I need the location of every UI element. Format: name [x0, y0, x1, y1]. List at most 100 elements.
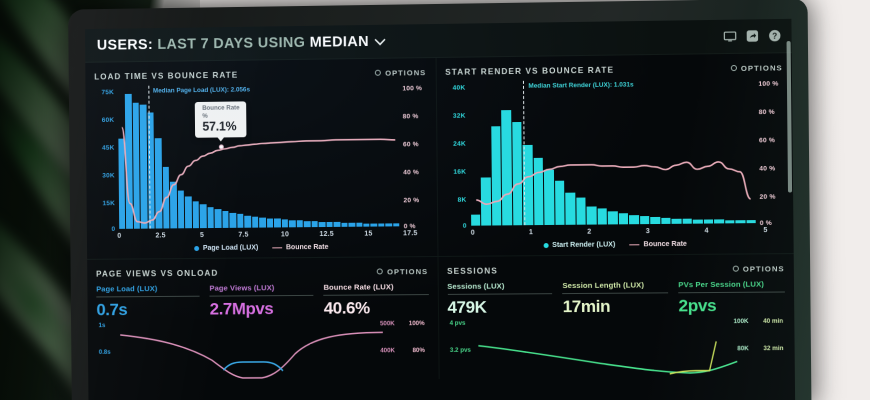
tooltip-label: Bounce Rate [202, 104, 240, 112]
x-tick: 5 [763, 227, 768, 235]
panel-title: SESSIONS [447, 266, 498, 276]
kpi-page-load: Page Load (LUX) 0.7s [96, 284, 200, 320]
x-tick: 0 [470, 229, 475, 237]
mini-y-tick: 0.8s [98, 348, 111, 356]
minichart-sessions: 4 pvs 3.2 pvs 100K 40 min 80K 32 min [448, 317, 786, 375]
mini-y-tick: 3.2 pvs [449, 346, 471, 354]
options-label: OPTIONS [740, 62, 783, 73]
tooltip-value: 57.1% [202, 119, 237, 135]
options-label: OPTIONS [742, 263, 785, 274]
y-tick: 0 [462, 222, 467, 230]
x-tick: 2 [587, 228, 592, 236]
x-tick: 1 [528, 229, 534, 237]
legend-item-start-render[interactable]: Start Render (LUX) [543, 241, 615, 249]
mini-y2-tick: 40 min [763, 317, 784, 325]
kpi-group: Page Load (LUX) 0.7s Page Views (LUX) 2.… [96, 282, 429, 320]
y-tick: 45K [102, 144, 115, 152]
kpi-value: 40.6% [323, 298, 370, 318]
legend-label: Start Render (LUX) [552, 241, 616, 250]
kpi-bounce-rate: Bounce Rate (LUX) 40.6% [324, 282, 429, 319]
mini-line-chart [478, 317, 737, 375]
y2-tick: 20 % [759, 193, 776, 201]
laptop-device: USERS: LAST 7 DAYS USING MEDIAN [68, 0, 812, 400]
y2-tick: 100 % [402, 85, 423, 93]
y2-tick: 60 % [402, 141, 419, 149]
page-title: USERS: LAST 7 DAYS USING MEDIAN [97, 33, 369, 53]
kpi-label: Bounce Rate (LUX) [323, 282, 394, 292]
options-label: OPTIONS [385, 67, 427, 78]
y-tick: 8K [457, 196, 467, 204]
mini-y2-tick: 100% [408, 320, 425, 328]
legend-item-bounce-rate[interactable]: Bounce Rate [629, 241, 687, 249]
page-title-range: LAST 7 DAYS [157, 35, 254, 53]
y2-tick: 60 % [758, 137, 776, 145]
y2-tick: 40 % [759, 165, 776, 173]
x-tick: 2.5 [155, 232, 166, 240]
panel-load-time-vs-bounce-rate: LOAD TIME VS BOUNCE RATE OPTIONS 75K 60K… [85, 58, 437, 259]
bounce-rate-line [469, 80, 755, 226]
kpi-divider [678, 291, 785, 294]
line-path [475, 162, 750, 205]
x-tick: 10 [280, 231, 290, 239]
kpi-label: Session Length (LUX) [562, 280, 645, 291]
y-tick: 60K [101, 116, 115, 124]
kpi-value: 17min [562, 296, 611, 317]
chart-start-render: 40K 32K 24K 16K 8K 0 100 % 80 % 60 % 40 … [445, 75, 784, 251]
session-length-trend-line [669, 341, 716, 373]
laptop-screen: USERS: LAST 7 DAYS USING MEDIAN [84, 18, 796, 400]
gear-icon [732, 265, 739, 272]
page-title-using: USING [257, 34, 306, 51]
monitor-icon[interactable] [723, 30, 736, 43]
svg-text:?: ? [772, 32, 777, 41]
y-tick: 0 [111, 225, 116, 233]
kpi-group: Sessions (LUX) 479K Session Length (LUX)… [447, 279, 785, 318]
legend-label: Bounce Rate [643, 240, 687, 249]
plot-area: Median Page Load (LUX): 2.056s Bounce Ra… [118, 84, 400, 229]
kpi-divider [323, 294, 429, 296]
kpi-value: 479K [447, 297, 487, 317]
share-icon[interactable] [746, 29, 759, 42]
options-button[interactable]: OPTIONS [377, 267, 428, 276]
legend-label: Page Load (LUX) [202, 244, 259, 252]
legend-item-bounce-rate[interactable]: Bounce Rate [272, 244, 328, 251]
tooltip-bounce-rate: Bounce Rate % 57.1% [195, 101, 247, 142]
options-button[interactable]: OPTIONS [375, 68, 426, 78]
kpi-value: 0.7s [96, 300, 128, 320]
mini-y2-tick: 80K [737, 345, 749, 353]
page-title-metric: MEDIAN [309, 33, 370, 51]
pvs-per-session-trend-line [478, 344, 737, 374]
x-tick: 0 [117, 232, 122, 240]
kpi-label: Sessions (LUX) [447, 281, 505, 291]
mini-y-tick: 1s [98, 322, 106, 330]
panel-title: PAGE VIEWS VS ONLOAD [96, 268, 219, 279]
help-icon[interactable]: ? [768, 29, 781, 42]
y2-tick: 80 % [402, 113, 419, 121]
charts-row-bottom: PAGE VIEWS VS ONLOAD OPTIONS Page Load (… [87, 253, 795, 381]
header-icon-group: ? [723, 29, 781, 43]
chart-load-time: 75K 60K 45K 30K 15K 0 100 % 80 % 60 % 40… [94, 80, 428, 255]
plot-area: Median Start Render (LUX): 1.031s [469, 80, 756, 226]
legend-line-icon [629, 243, 640, 246]
mini-y2-tick: 80% [412, 347, 425, 355]
chevron-down-icon[interactable] [375, 34, 387, 48]
kpi-value: 2.7Mpvs [209, 299, 274, 319]
options-button[interactable]: OPTIONS [732, 263, 785, 274]
legend-dot-icon [543, 243, 549, 249]
kpi-page-views: Page Views (LUX) 2.7Mpvs [209, 283, 314, 320]
chart-legend: Page Load (LUX) Bounce Rate [96, 243, 428, 253]
median-label: Median Page Load (LUX): 2.056s [152, 86, 251, 95]
x-tick: 5 [199, 232, 205, 240]
mini-line-chart [120, 319, 383, 376]
charts-row-top: LOAD TIME VS BOUNCE RATE OPTIONS 75K 60K… [85, 53, 794, 259]
y-tick: 30K [102, 172, 115, 180]
y-tick: 16K [453, 168, 467, 176]
gear-icon [377, 268, 384, 275]
legend-dot-icon [194, 246, 199, 252]
mini-y-tick: 4 pvs [449, 319, 466, 327]
kpi-sessions: Sessions (LUX) 479K [447, 281, 553, 318]
legend-item-page-load[interactable]: Page Load (LUX) [194, 245, 258, 253]
y2-tick: 40 % [403, 169, 420, 177]
kpi-divider [562, 292, 669, 295]
options-button[interactable]: OPTIONS [730, 62, 783, 73]
panel-title: LOAD TIME VS BOUNCE RATE [94, 70, 239, 81]
